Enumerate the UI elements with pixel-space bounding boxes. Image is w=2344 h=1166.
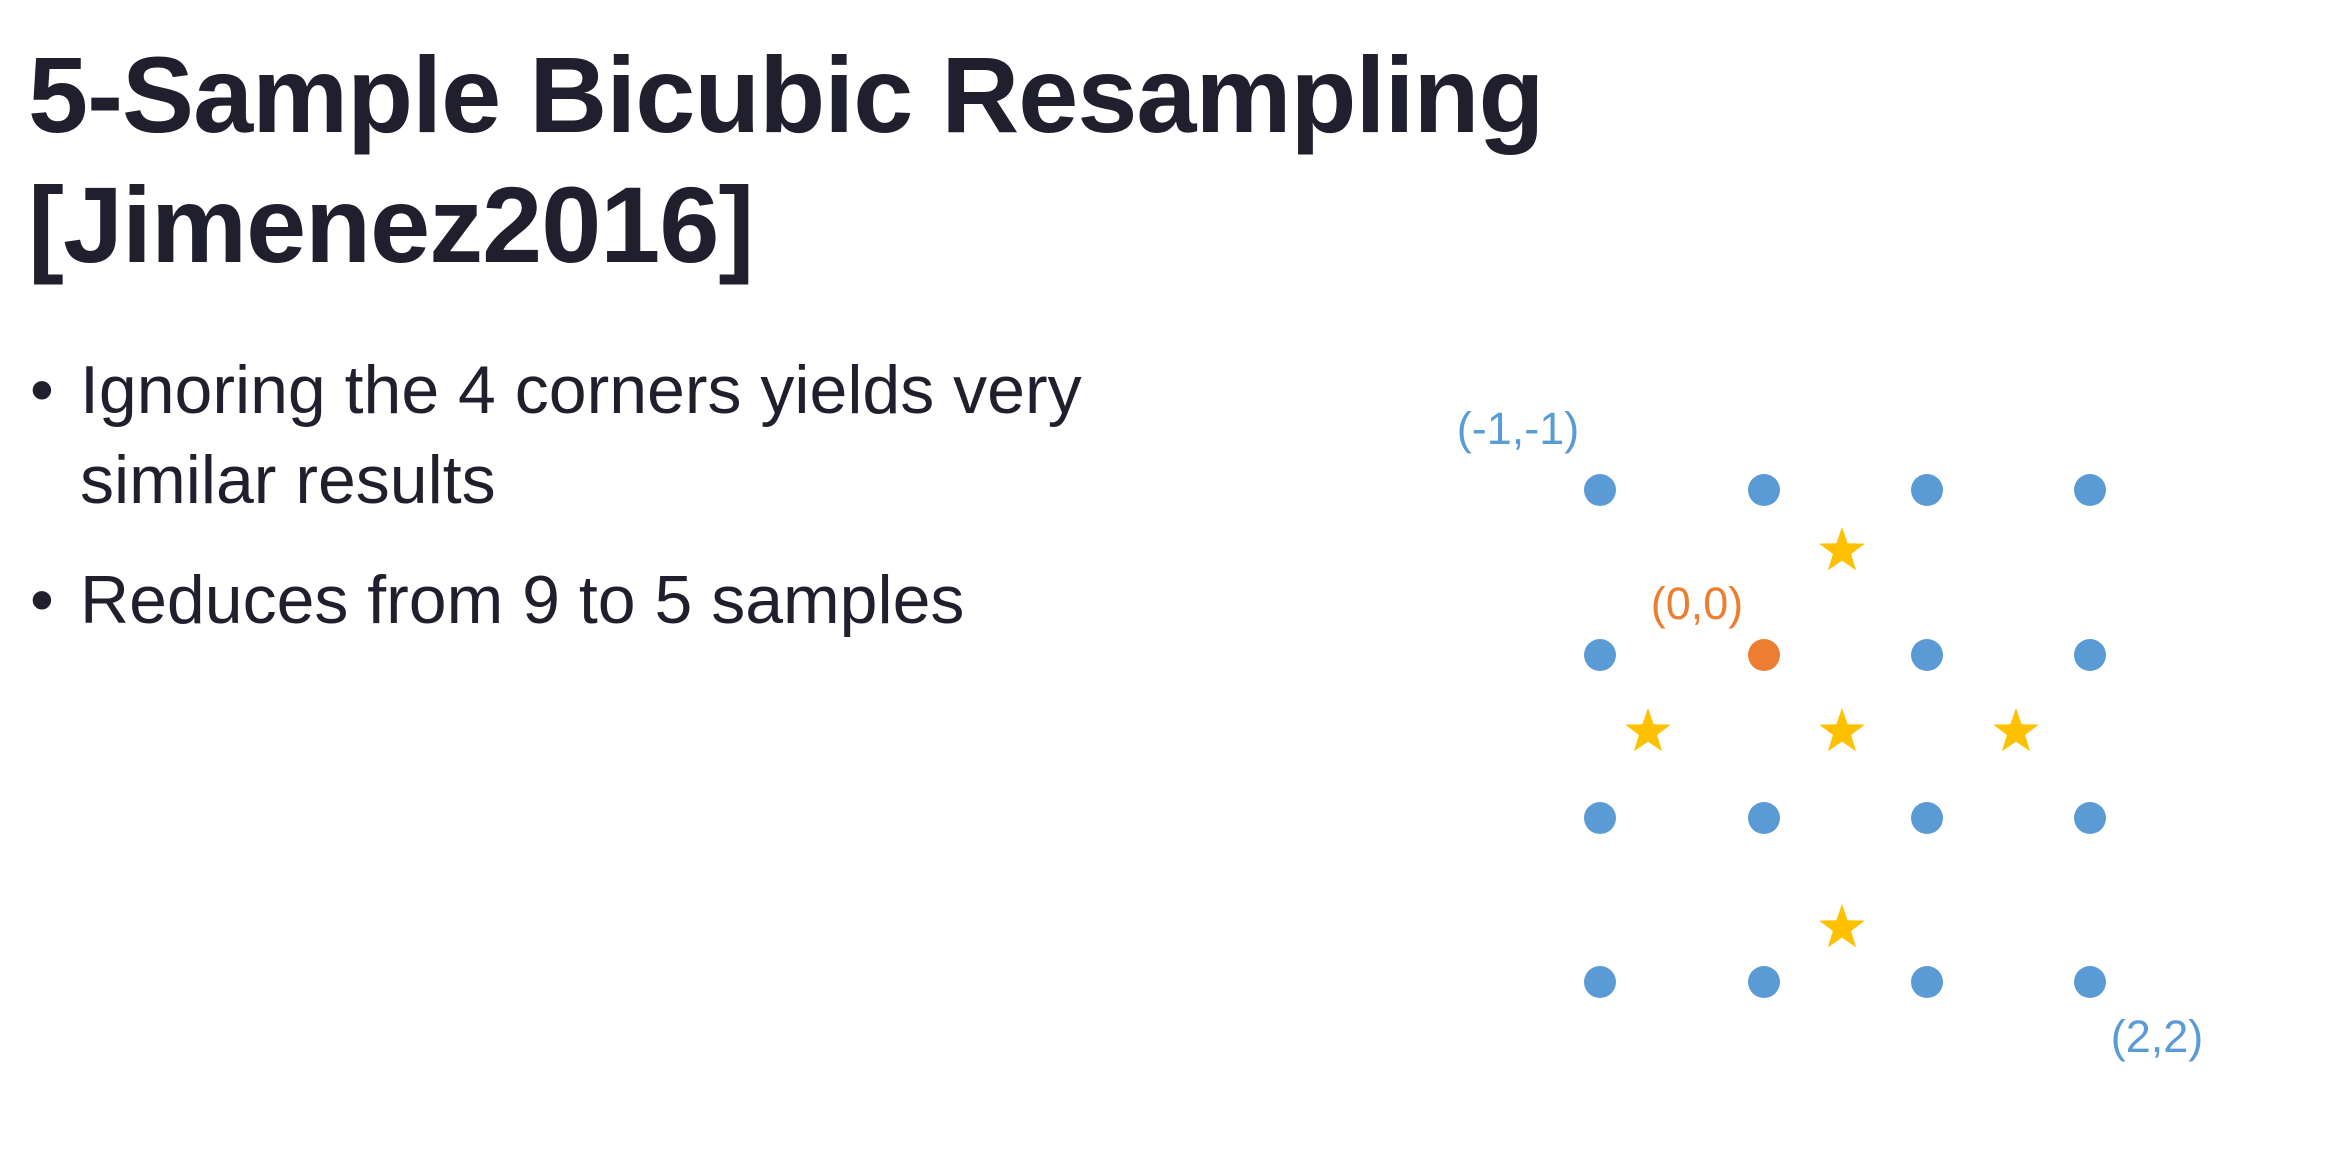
sample-dot bbox=[1584, 474, 1616, 506]
sample-dot bbox=[1748, 639, 1780, 671]
origin-label: (0,0) bbox=[1651, 578, 1744, 629]
sample-dot bbox=[1911, 966, 1943, 998]
sample-grid bbox=[1584, 474, 2106, 998]
sample-dot bbox=[2074, 966, 2106, 998]
bullet: Reduces from 9 to 5 samples bbox=[30, 555, 1090, 645]
sample-dot bbox=[2074, 802, 2106, 834]
sample-dot bbox=[1911, 639, 1943, 671]
tap-star bbox=[1993, 708, 2039, 752]
sample-dot bbox=[2074, 639, 2106, 671]
tap-star bbox=[1819, 904, 1865, 948]
corner-label: (2,2) bbox=[2111, 1011, 2204, 1062]
tap-star bbox=[1819, 527, 1865, 571]
bullet-list: Ignoring the 4 corners yields very simil… bbox=[30, 345, 1090, 675]
sample-dot bbox=[1748, 802, 1780, 834]
sample-dot bbox=[1748, 474, 1780, 506]
tap-star bbox=[1625, 708, 1671, 752]
sample-dot bbox=[1911, 802, 1943, 834]
tap-star bbox=[1819, 708, 1865, 752]
slide-title: 5-Sample Bicubic Resampling [Jimenez2016… bbox=[28, 34, 1544, 285]
sample-dot bbox=[1584, 639, 1616, 671]
sample-stars bbox=[1625, 527, 2039, 948]
sample-dot bbox=[2074, 474, 2106, 506]
sample-dot bbox=[1584, 802, 1616, 834]
bullet: Ignoring the 4 corners yields very simil… bbox=[30, 345, 1090, 525]
sample-dot bbox=[1748, 966, 1780, 998]
sample-dot bbox=[1584, 966, 1616, 998]
sample-dot bbox=[1911, 474, 1943, 506]
corner-label: (-1,-1) bbox=[1457, 403, 1580, 454]
